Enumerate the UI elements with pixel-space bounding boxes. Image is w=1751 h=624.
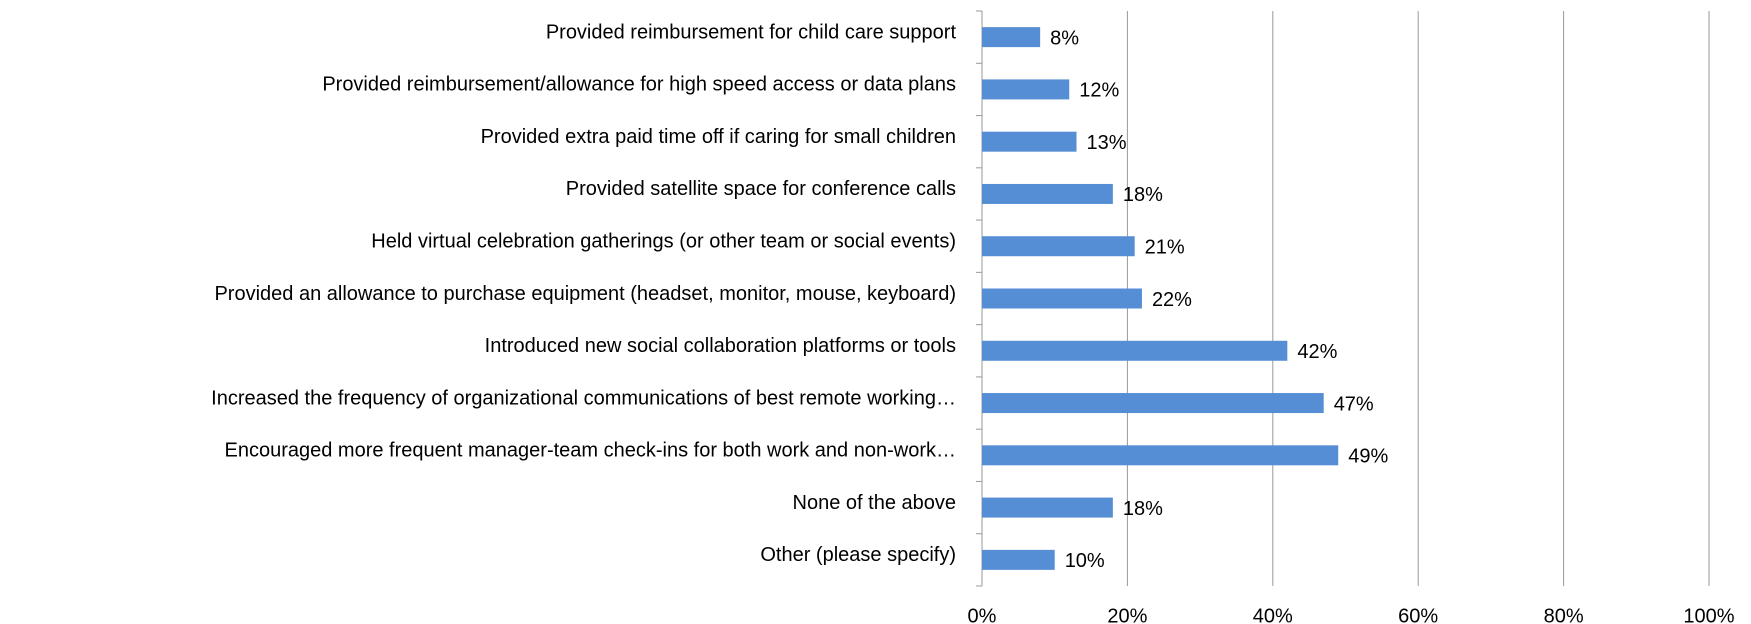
bar: [982, 288, 1142, 309]
x-tick-label: 60%: [1398, 605, 1438, 624]
x-tick-label: 0%: [968, 605, 997, 624]
bar: [982, 236, 1135, 257]
bar: [982, 27, 1041, 48]
category-label: None of the above: [793, 492, 956, 514]
bar: [982, 183, 1113, 204]
value-label: 8%: [1050, 27, 1079, 49]
value-label: 18%: [1123, 184, 1163, 206]
x-tick-label: 40%: [1253, 605, 1293, 624]
value-label: 13%: [1087, 132, 1127, 154]
category-label: Provided an allowance to purchase equipm…: [214, 283, 956, 305]
category-label: Provided satellite space for conference …: [566, 178, 956, 200]
category-label: Provided reimbursement for child care su…: [546, 21, 957, 43]
category-label: Encouraged more frequent manager-team ch…: [225, 440, 956, 462]
bar: [982, 340, 1288, 361]
value-label: 21%: [1145, 237, 1185, 259]
bar: [982, 445, 1339, 466]
category-label: Provided reimbursement/allowance for hig…: [322, 74, 956, 96]
category-label: Increased the frequency of organizationa…: [211, 387, 956, 409]
category-label: Provided extra paid time off if caring f…: [481, 126, 956, 148]
value-label: 12%: [1079, 80, 1119, 102]
value-label: 22%: [1152, 289, 1192, 311]
x-tick-label: 80%: [1544, 605, 1584, 624]
bar: [982, 393, 1324, 414]
bar: [982, 79, 1070, 100]
value-label: 18%: [1123, 498, 1163, 520]
bar: [982, 131, 1077, 152]
value-label: 42%: [1297, 341, 1337, 363]
category-label: Introduced new social collaboration plat…: [485, 335, 956, 357]
category-label: Other (please specify): [760, 544, 956, 566]
bar: [982, 497, 1113, 518]
x-tick-label: 100%: [1683, 605, 1734, 624]
category-label: Held virtual celebration gatherings (or …: [371, 231, 956, 253]
value-label: 10%: [1065, 550, 1105, 572]
value-label: 47%: [1334, 393, 1374, 415]
bar: [982, 549, 1055, 570]
value-label: 49%: [1348, 446, 1388, 468]
x-tick-label: 20%: [1107, 605, 1147, 624]
